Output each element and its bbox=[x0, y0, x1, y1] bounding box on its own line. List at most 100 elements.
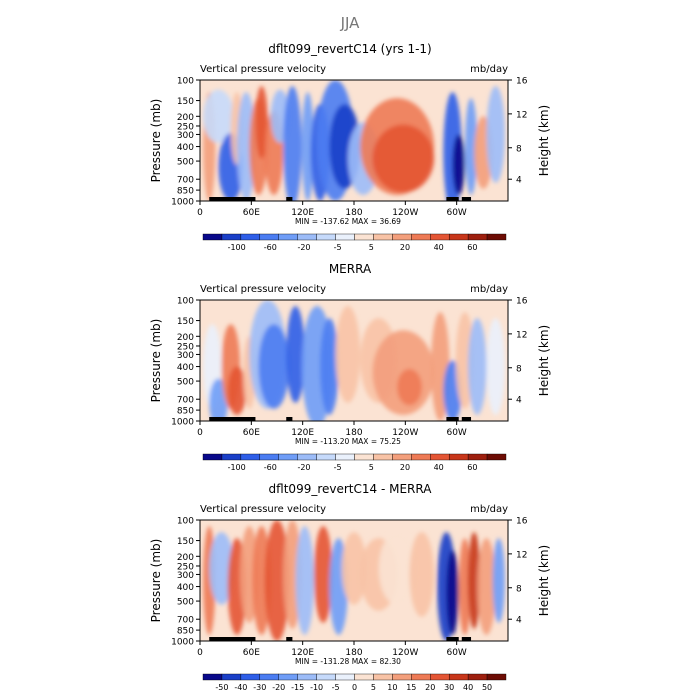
topography bbox=[446, 417, 459, 421]
colorbar-swatch bbox=[335, 673, 355, 681]
y-tick-label: 300 bbox=[177, 351, 194, 361]
chart-panel-3: dflt099_revertC14 - MERRA Vertical pressu… bbox=[149, 482, 551, 692]
chart-title: MERRA bbox=[329, 262, 372, 276]
min-max-label: MIN = -113.20 MAX = 75.25 bbox=[295, 437, 401, 446]
colorbar-swatch bbox=[373, 453, 393, 461]
y-tick-label: 100 bbox=[177, 77, 194, 87]
colorbar-swatch bbox=[411, 673, 431, 681]
x-tick-label: 60W bbox=[446, 648, 466, 658]
topography bbox=[236, 637, 256, 641]
left-string: Vertical pressure velocity bbox=[200, 64, 326, 75]
y-tick-label: 200 bbox=[177, 113, 194, 123]
left-string: Vertical pressure velocity bbox=[200, 504, 326, 515]
topography bbox=[461, 197, 472, 201]
colorbar-label: -100 bbox=[228, 463, 246, 472]
topography bbox=[461, 637, 472, 641]
colorbar-label: 10 bbox=[387, 683, 397, 692]
topography bbox=[224, 197, 237, 201]
page-title: JJA bbox=[340, 14, 361, 32]
y2-tick-label: 16 bbox=[516, 297, 528, 307]
y-axis-label: Pressure (mb) bbox=[149, 99, 163, 183]
colorbar-swatch bbox=[373, 673, 393, 681]
field-region bbox=[378, 532, 416, 605]
y-tick-label: 850 bbox=[177, 627, 194, 637]
colorbar-label: -20 bbox=[297, 463, 310, 472]
y2-tick-label: 4 bbox=[516, 616, 522, 626]
colorbar-swatch bbox=[411, 233, 431, 241]
field-region bbox=[313, 526, 333, 623]
colorbar-swatch bbox=[354, 233, 374, 241]
field-region bbox=[341, 532, 367, 605]
x-tick-label: 120W bbox=[392, 428, 418, 438]
colorbar-swatch bbox=[354, 453, 374, 461]
right-string: mb/day bbox=[470, 64, 508, 75]
colorbar-swatch bbox=[240, 453, 261, 461]
topography bbox=[236, 197, 256, 201]
colorbar-swatch bbox=[259, 673, 279, 681]
min-max-label: MIN = -131.28 MAX = 82.30 bbox=[295, 657, 401, 666]
y-tick-label: 100 bbox=[177, 517, 194, 527]
colorbar-label: -10 bbox=[310, 683, 323, 692]
y-tick-label: 850 bbox=[177, 187, 194, 197]
topography bbox=[461, 417, 472, 421]
x-tick-label: 60E bbox=[243, 648, 260, 658]
colorbar-swatch bbox=[221, 453, 242, 461]
y-tick-label: 1000 bbox=[171, 198, 194, 208]
colorbar-swatch bbox=[392, 673, 412, 681]
y-tick-label: 500 bbox=[177, 378, 194, 388]
colorbar-swatch bbox=[335, 233, 355, 241]
topography bbox=[446, 197, 459, 201]
colorbar-swatch bbox=[278, 453, 298, 461]
y2-axis-label: Height (km) bbox=[537, 105, 551, 176]
x-tick-label: 120W bbox=[392, 648, 418, 658]
colorbar-swatch bbox=[221, 233, 242, 241]
x-tick-label: 0 bbox=[197, 648, 203, 658]
x-tick-label: 120E bbox=[291, 428, 314, 438]
colorbar-label: 40 bbox=[463, 683, 473, 692]
y2-axis-label: Height (km) bbox=[537, 325, 551, 396]
y2-tick-label: 16 bbox=[516, 517, 528, 527]
field-region bbox=[467, 532, 481, 629]
colorbar-swatch bbox=[430, 673, 450, 681]
colorbar-swatch bbox=[354, 673, 374, 681]
field-area bbox=[200, 520, 508, 641]
colorbar-swatch bbox=[240, 673, 261, 681]
field-region bbox=[409, 532, 435, 617]
y2-tick-label: 8 bbox=[516, 584, 522, 594]
chart-title: dflt099_revertC14 - MERRA bbox=[269, 482, 433, 496]
colorbar-label: 60 bbox=[467, 463, 477, 472]
field-region bbox=[464, 98, 478, 195]
colorbar-label: 40 bbox=[434, 463, 444, 472]
x-tick-label: 120E bbox=[291, 648, 314, 658]
field-region bbox=[258, 324, 290, 409]
topography bbox=[286, 197, 293, 201]
y-tick-label: 100 bbox=[177, 297, 194, 307]
y-tick-label: 700 bbox=[177, 616, 194, 626]
y2-axis-label: Height (km) bbox=[537, 545, 551, 616]
colorbar-swatch bbox=[259, 233, 279, 241]
y-tick-label: 250 bbox=[177, 122, 194, 132]
colorbar-swatch bbox=[373, 233, 393, 241]
field-region bbox=[486, 318, 505, 415]
field-shading bbox=[203, 300, 505, 421]
colorbar-label: 40 bbox=[434, 243, 444, 252]
colorbar-label: -50 bbox=[215, 683, 228, 692]
field-region bbox=[203, 89, 234, 143]
colorbar-swatch bbox=[316, 673, 336, 681]
colorbar-swatch bbox=[202, 673, 223, 681]
colorbar-swatch bbox=[316, 233, 336, 241]
colorbar-swatch bbox=[486, 233, 507, 241]
colorbar-label: -60 bbox=[264, 463, 277, 472]
colorbar-swatch bbox=[392, 453, 412, 461]
field-region bbox=[458, 538, 472, 635]
topography bbox=[224, 637, 237, 641]
colorbar-swatch bbox=[221, 673, 242, 681]
x-tick-label: 60W bbox=[446, 428, 466, 438]
right-string: mb/day bbox=[470, 504, 508, 515]
colorbar-label: -40 bbox=[234, 683, 247, 692]
y-tick-label: 300 bbox=[177, 571, 194, 581]
topography bbox=[446, 637, 459, 641]
field-region bbox=[227, 366, 247, 415]
colorbar-label: 60 bbox=[467, 243, 477, 252]
